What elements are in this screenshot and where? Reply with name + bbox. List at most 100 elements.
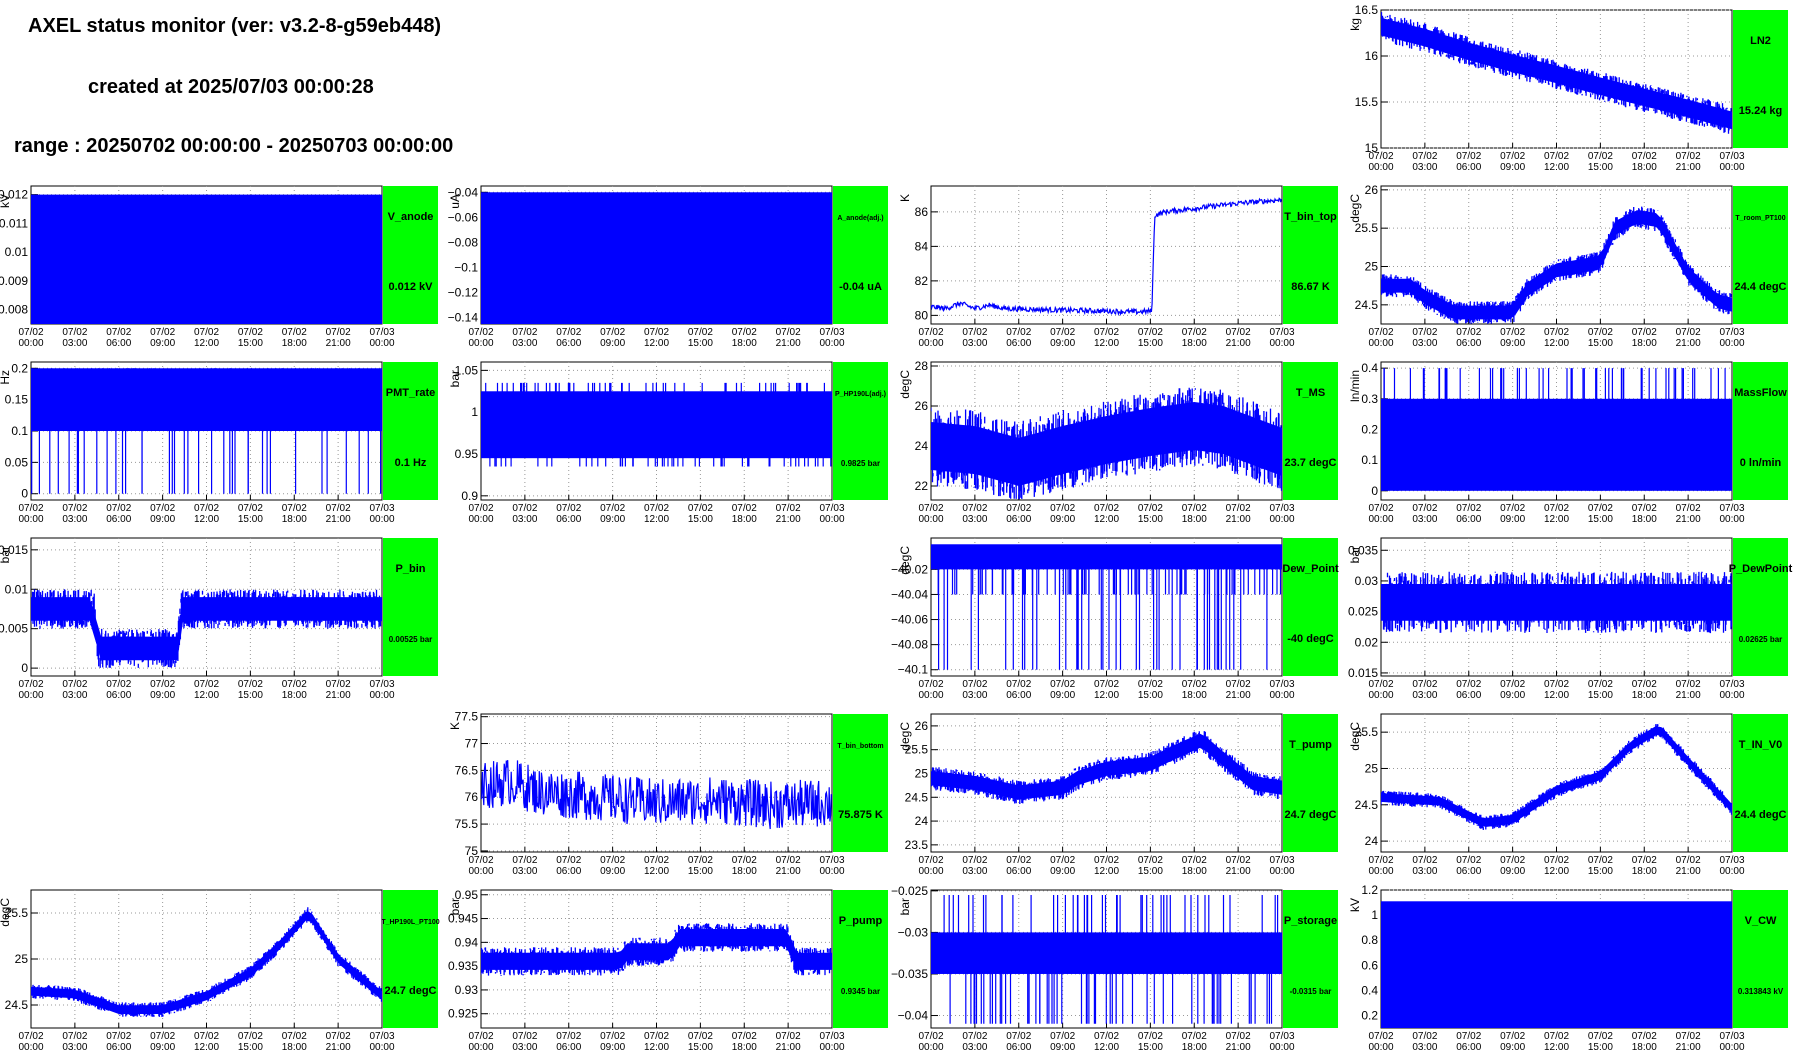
x-tick-label-date: 07/03 [369, 327, 394, 338]
x-tick-label-time: 03:00 [962, 514, 987, 525]
x-tick-label-time: 00:00 [1368, 514, 1393, 525]
y-tick-label: −0.12 [448, 286, 479, 300]
x-tick-label-time: 09:00 [150, 1042, 175, 1052]
x-tick-label-date: 07/02 [1138, 503, 1163, 514]
x-tick-label-date: 07/02 [1500, 679, 1525, 690]
x-tick-label-time: 21:00 [1226, 1042, 1251, 1052]
x-tick-label-time: 00:00 [918, 866, 943, 877]
x-tick-label-time: 18:00 [282, 1042, 307, 1052]
chart-panel-t_hp_pt100: 07/0200:0007/0203:0007/0206:0007/0209:00… [0, 889, 440, 1052]
chart-panel-ln2: 07/0200:0007/0203:0007/0206:0007/0209:00… [1348, 3, 1788, 173]
y-tick-label: 25.5 [1355, 725, 1379, 739]
x-tick-label-time: 06:00 [1006, 514, 1031, 525]
series-band [1381, 210, 1732, 320]
series-fill [481, 192, 832, 324]
x-tick-label-time: 12:00 [194, 514, 219, 525]
x-tick-label-date: 07/02 [1094, 327, 1119, 338]
x-tick-label-time: 18:00 [1632, 690, 1657, 701]
x-tick-label-date: 07/02 [732, 327, 757, 338]
x-tick-label-time: 09:00 [1050, 690, 1075, 701]
x-tick-label-date: 07/02 [282, 327, 307, 338]
y-tick-label: 84 [915, 239, 929, 253]
y-tick-label: 0.02 [1355, 635, 1379, 649]
x-tick-label-time: 18:00 [732, 866, 757, 877]
x-tick-label-time: 06:00 [1006, 1042, 1031, 1052]
x-tick-label-date: 07/02 [1006, 503, 1031, 514]
x-tick-label-date: 07/02 [106, 679, 131, 690]
y-tick-label: 0.1 [1361, 453, 1378, 467]
x-tick-label-date: 07/03 [1719, 855, 1744, 866]
x-tick-label-time: 09:00 [1500, 690, 1525, 701]
x-tick-label-time: 00:00 [1368, 162, 1393, 173]
x-tick-label-time: 15:00 [1588, 338, 1613, 349]
x-tick-label-time: 03:00 [1412, 1042, 1437, 1052]
y-tick-label: 76 [465, 790, 479, 804]
y-axis-unit: degC [898, 370, 912, 399]
x-tick-label-time: 00:00 [1269, 514, 1294, 525]
x-tick-label-date: 07/02 [1456, 679, 1481, 690]
x-tick-label-time: 00:00 [18, 338, 43, 349]
x-tick-label-date: 07/02 [106, 1031, 131, 1042]
chart-panel-t_bin_top: 07/0200:0007/0203:0007/0206:0007/0209:00… [898, 185, 1338, 349]
x-tick-label-date: 07/02 [512, 503, 537, 514]
channel-value: 0.012 kV [388, 281, 433, 293]
channel-name: PMT_rate [386, 387, 436, 399]
x-tick-label-time: 12:00 [1544, 1042, 1569, 1052]
y-tick-label: 0.4 [1361, 983, 1378, 997]
x-tick-label-time: 18:00 [1632, 866, 1657, 877]
x-tick-label-date: 07/02 [62, 503, 87, 514]
x-tick-label-date: 07/02 [1006, 1031, 1031, 1042]
x-tick-label-time: 15:00 [1138, 866, 1163, 877]
x-tick-label-date: 07/03 [1719, 503, 1744, 514]
chart-panel-p_hp: 07/0200:0007/0203:0007/0206:0007/0209:00… [448, 361, 888, 525]
x-tick-label-date: 07/02 [1412, 679, 1437, 690]
x-tick-label-time: 15:00 [1138, 514, 1163, 525]
x-tick-label-time: 15:00 [688, 866, 713, 877]
x-tick-label-date: 07/03 [819, 503, 844, 514]
chart-panel-a_anode: 07/0200:0007/0203:0007/0206:0007/0209:00… [448, 185, 888, 349]
x-tick-label-time: 09:00 [1050, 514, 1075, 525]
x-tick-label-date: 07/02 [776, 855, 801, 866]
series-fill [31, 194, 382, 324]
x-tick-label-time: 06:00 [556, 866, 581, 877]
y-tick-label: 0.3 [1361, 392, 1378, 406]
x-tick-label-date: 07/02 [1368, 679, 1393, 690]
y-tick-label: 26 [915, 719, 929, 733]
x-tick-label-date: 07/02 [468, 503, 493, 514]
x-tick-label-time: 21:00 [1676, 162, 1701, 173]
y-tick-label: 75.5 [455, 817, 479, 831]
x-tick-label-time: 21:00 [776, 514, 801, 525]
x-tick-label-time: 00:00 [468, 1042, 493, 1052]
series-band [31, 911, 382, 1014]
y-tick-label: 0.15 [5, 393, 29, 407]
x-tick-label-date: 07/02 [776, 327, 801, 338]
y-tick-label: 24 [915, 814, 929, 828]
x-tick-label-time: 09:00 [1500, 162, 1525, 173]
x-tick-label-date: 07/02 [1412, 1031, 1437, 1042]
y-tick-label: 76.5 [455, 763, 479, 777]
x-tick-label-date: 07/02 [1456, 503, 1481, 514]
x-tick-label-date: 07/02 [1544, 503, 1569, 514]
y-tick-label: 0 [21, 487, 28, 501]
x-tick-label-date: 07/02 [1138, 327, 1163, 338]
x-tick-label-time: 12:00 [1544, 162, 1569, 173]
x-tick-label-time: 00:00 [918, 690, 943, 701]
y-tick-label: 0.93 [455, 983, 479, 997]
x-tick-label-date: 07/02 [194, 1031, 219, 1042]
y-axis-unit: kV [1348, 898, 1362, 912]
channel-name: V_anode [388, 211, 434, 223]
x-tick-label-time: 21:00 [776, 1042, 801, 1052]
x-tick-label-time: 21:00 [326, 338, 351, 349]
x-tick-label-time: 00:00 [369, 338, 394, 349]
x-tick-label-time: 12:00 [1544, 690, 1569, 701]
x-tick-label-time: 00:00 [18, 1042, 43, 1052]
x-tick-label-date: 07/02 [1632, 679, 1657, 690]
x-tick-label-time: 09:00 [600, 1042, 625, 1052]
x-tick-label-date: 07/02 [1368, 151, 1393, 162]
series-massflow [1381, 368, 1732, 491]
x-tick-label-date: 07/02 [18, 679, 43, 690]
x-tick-label-date: 07/02 [556, 327, 581, 338]
x-tick-label-time: 12:00 [194, 1042, 219, 1052]
x-tick-label-time: 03:00 [962, 1042, 987, 1052]
series-a_anode [481, 192, 832, 324]
